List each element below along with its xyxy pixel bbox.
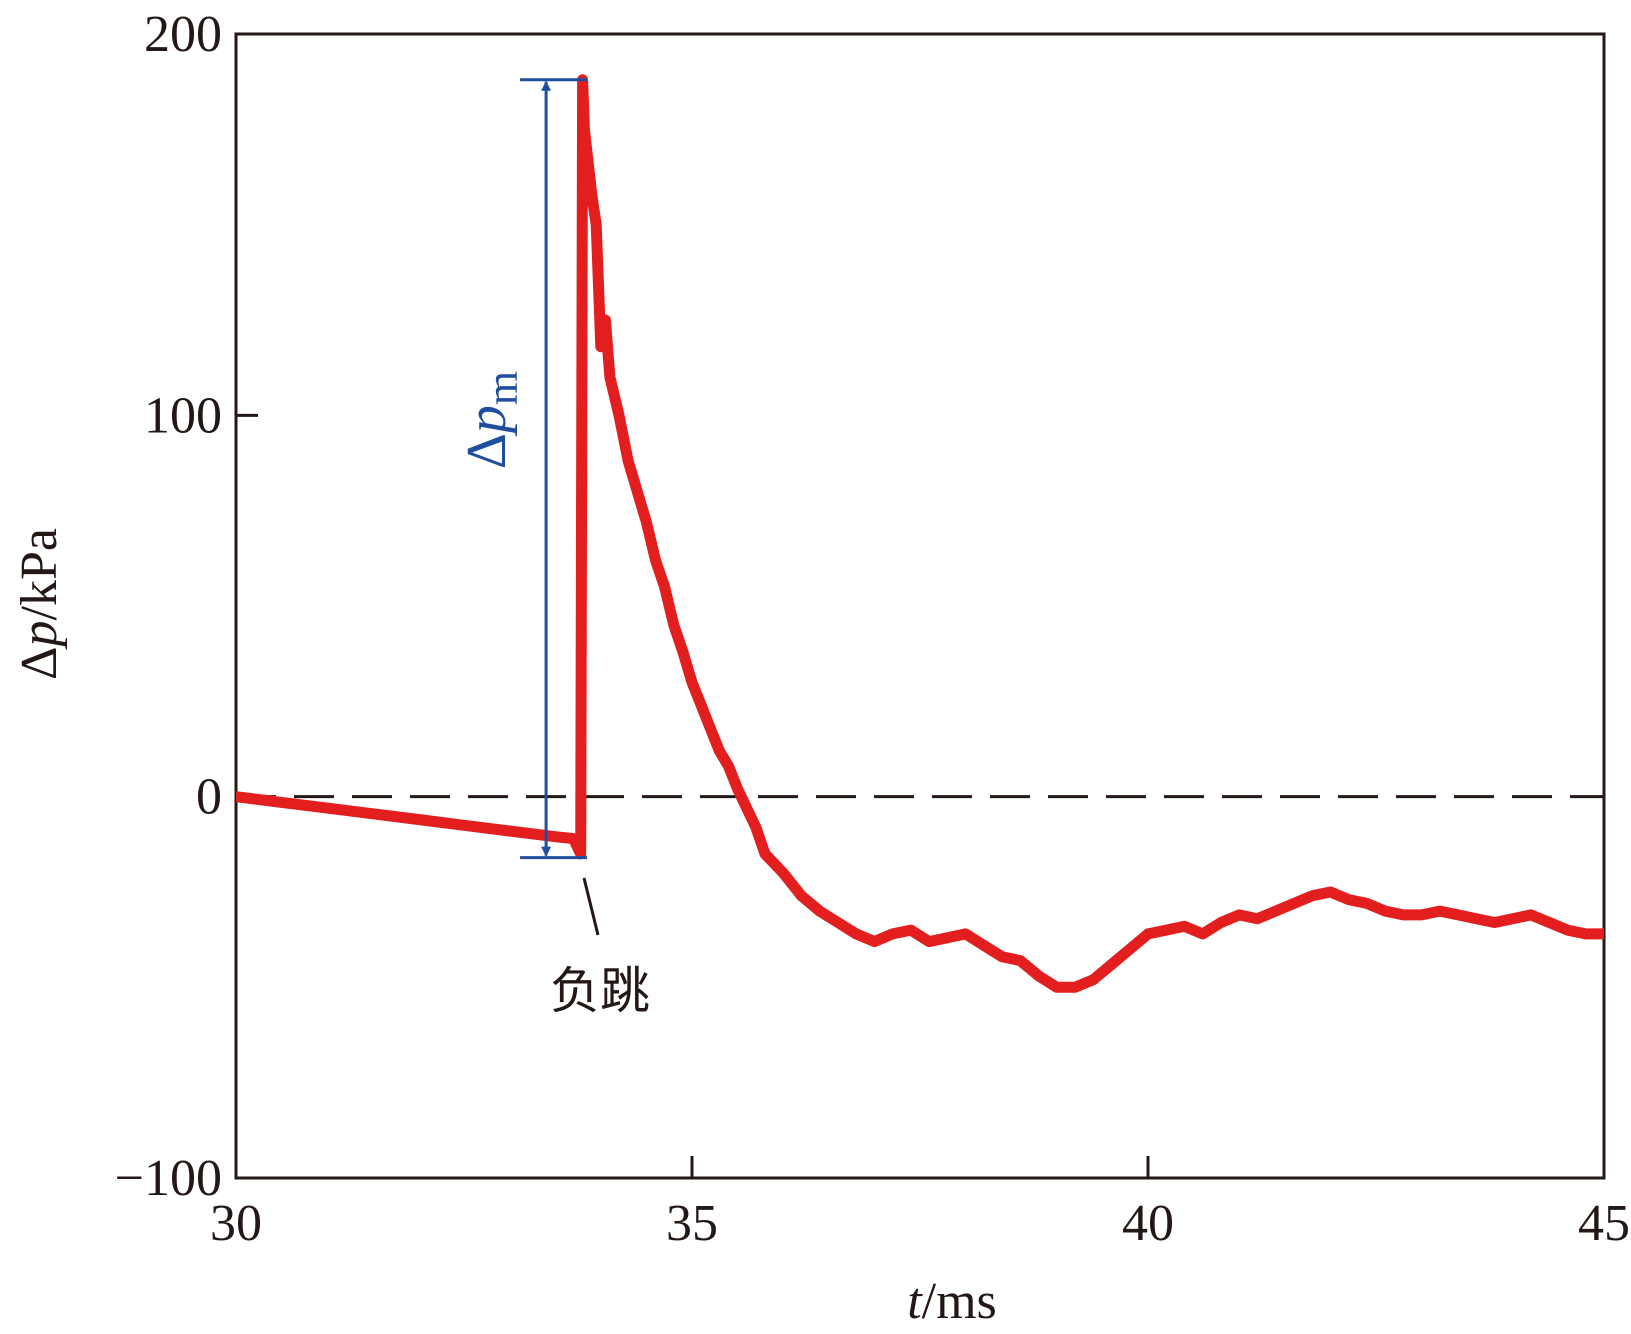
y-tick-label: 0 bbox=[196, 769, 222, 826]
peak-label-var: p bbox=[456, 405, 518, 437]
x-axis-ticks: 30 35 40 45 bbox=[210, 1156, 1630, 1252]
y-axis-var: p bbox=[11, 621, 68, 651]
y-axis-prefix: Δ bbox=[11, 647, 68, 680]
y-tick-label: −100 bbox=[115, 1150, 222, 1207]
y-tick-label: 100 bbox=[144, 387, 222, 444]
plot-frame bbox=[234, 32, 1606, 1180]
peak-amplitude-label: Δpm bbox=[456, 371, 527, 469]
x-tick-label: 40 bbox=[1122, 1195, 1174, 1252]
negative-jump-label: 负跳 bbox=[550, 962, 650, 1020]
negative-jump-leader bbox=[582, 877, 600, 936]
y-tick-label: 200 bbox=[144, 6, 222, 63]
x-axis-var: t bbox=[907, 1273, 923, 1330]
peak-label-prefix: Δ bbox=[456, 433, 518, 469]
negative-jump-annotation: 负跳 bbox=[550, 877, 650, 1020]
x-axis-unit: /ms bbox=[922, 1273, 997, 1330]
y-axis-ticks: −100 0 100 200 bbox=[115, 6, 258, 1207]
series-line bbox=[236, 74, 1604, 993]
x-tick-label: 35 bbox=[666, 1195, 718, 1252]
x-tick-label: 30 bbox=[210, 1195, 262, 1252]
y-axis-title: Δp/kPa bbox=[11, 528, 68, 680]
peak-label-sub: m bbox=[478, 371, 527, 405]
y-axis-unit: /kPa bbox=[11, 528, 68, 620]
peak-amplitude-annotation: Δpm bbox=[456, 78, 588, 860]
x-tick-label: 45 bbox=[1578, 1195, 1630, 1252]
x-axis-title: t/ms bbox=[907, 1273, 997, 1330]
